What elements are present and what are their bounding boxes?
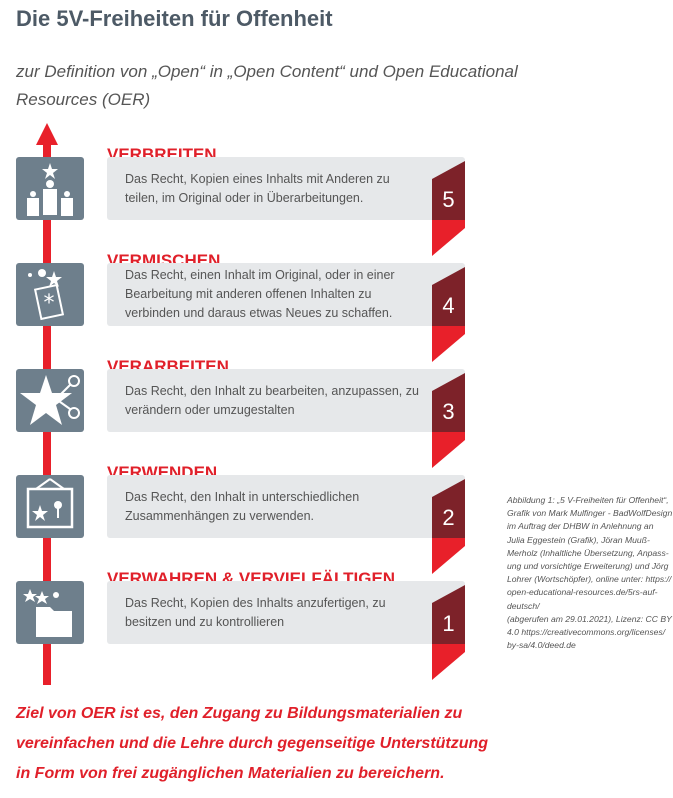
section-text: Das Recht, einen Inhalt im Original, ode… <box>125 268 395 320</box>
description-box: Das Recht, Kopien des Inhalts anzufertig… <box>107 581 465 644</box>
description-box: Das Recht, den Inhalt zu bearbeiten, anz… <box>107 369 465 432</box>
arrow-head <box>36 123 58 145</box>
caption-line: 4.0 https://creativecommons.org/licenses… <box>507 627 666 638</box>
caption-line: Grafik von Mark Mulfinger - BadWolfDesig… <box>507 508 673 519</box>
svg-text:*: * <box>44 291 55 316</box>
footer-statement: Ziel von OER ist es, den Zugang zu Bildu… <box>16 699 488 789</box>
section-number: 4 <box>442 293 455 318</box>
description-box: Das Recht, einen Inhalt im Original, ode… <box>107 263 465 326</box>
caption-line: Merholz (Inhaltliche Übersetzung, Anpass… <box>507 547 669 558</box>
freedom-section: VERWAHREN & VERVIELFÄLTIGEN Das Recht, K… <box>0 569 480 680</box>
freedom-section: VERARBEITEN Das Recht, den Inhalt zu bea… <box>0 357 480 468</box>
folder-stars-icon <box>16 581 84 644</box>
freedom-section: VERBREITEN Das Recht, Kopien eines Inhal… <box>0 145 480 256</box>
freedom-section: VERMISCHEN * Das Recht, einen Inhalt im … <box>0 251 480 362</box>
caption-line: Julia Eggestein (Grafik), Jöran Muuß- <box>507 534 650 545</box>
caption-line: open-educational-resources.de/5rs-auf- <box>507 587 658 598</box>
section-number: 5 <box>442 187 455 212</box>
footer-line: in Form von frei zugänglichen Materialie… <box>16 765 445 782</box>
caption-line: deutsch/ <box>507 600 540 611</box>
description-box: Das Recht, Kopien eines Inhalts mit Ande… <box>107 157 465 220</box>
caption-line: Abbildung 1: „5 V-Freiheiten für Offenhe… <box>507 495 669 505</box>
footer-line: vereinfachen und die Lehre durch gegense… <box>16 735 489 752</box>
section-number: 1 <box>442 611 455 636</box>
caption-line: ung und vorsichtige Erweiterung) und Jör… <box>507 561 669 572</box>
description-box: Das Recht, den Inhalt in unterschiedlich… <box>107 475 465 538</box>
footer-line: Ziel von OER ist es, den Zugang zu Bildu… <box>16 705 463 722</box>
caption-line: by-sa/4.0/deed.de <box>507 640 576 651</box>
figure-caption: Abbildung 1: „5 V-Freiheiten für Offenhe… <box>507 494 673 652</box>
caption-line: Lohrer (Wortschöpfer), online unter: htt… <box>507 574 672 585</box>
picture-frame-icon <box>16 475 84 538</box>
page-title: Die 5V-Freiheiten für Offenheit <box>16 6 333 31</box>
caption-line: (abgerufen am 29.01.2021), Lizenz: CC BY <box>507 613 672 624</box>
section-number: 2 <box>442 505 455 530</box>
remix-document-icon: * <box>16 263 84 326</box>
section-text: Das Recht, Kopien des Inhalts anzufertig… <box>125 595 386 629</box>
tab-ribbon <box>432 644 465 680</box>
star-scissors-icon <box>16 369 84 432</box>
subtitle: zur Definition von „Open“ in „Open Conte… <box>16 62 518 109</box>
section-text: Das Recht, Kopien eines Inhalts mit Ande… <box>125 171 390 205</box>
freedom-section: VERWENDEN Das Recht, den Inhalt in unter… <box>0 463 480 574</box>
caption-line: im Auftrag der DHBW in Anlehnung an <box>507 521 654 532</box>
section-number: 3 <box>442 399 455 424</box>
section-text: Das Recht, den Inhalt in unterschiedlich… <box>125 489 360 523</box>
section-text: Das Recht, den Inhalt zu bearbeiten, anz… <box>125 383 419 417</box>
people-sharing-icon <box>16 157 84 220</box>
